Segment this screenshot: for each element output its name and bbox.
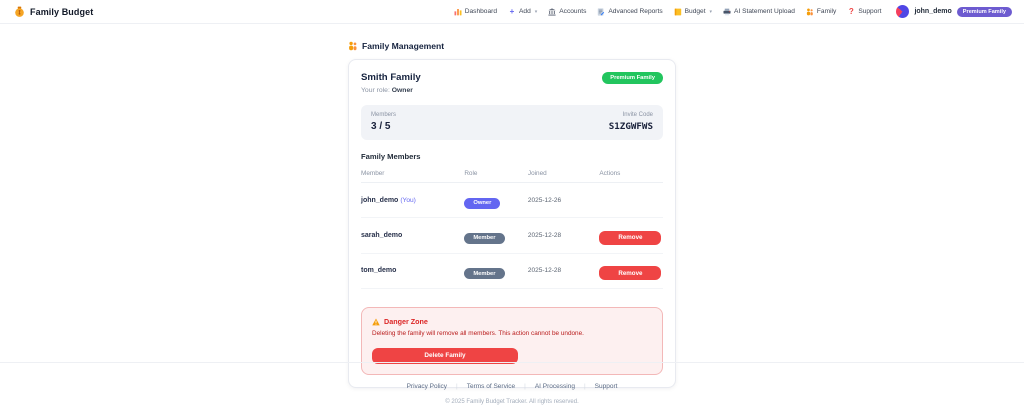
role-badge: Member bbox=[464, 232, 505, 244]
nav-item-label: Dashboard bbox=[464, 8, 497, 15]
member-name: tom_demo bbox=[361, 267, 397, 275]
app-header: Family Budget Dashboard + Add ▾ Accounts Adva… bbox=[0, 0, 1024, 24]
question-icon: ? bbox=[848, 6, 854, 16]
chevron-down-icon: ▾ bbox=[709, 8, 713, 15]
premium-family-badge-card: Premium Family bbox=[602, 72, 663, 84]
brand[interactable]: Family Budget bbox=[14, 6, 93, 17]
col-header-joined: Joined bbox=[527, 170, 547, 177]
user-avatar bbox=[896, 5, 910, 18]
role-badge: Owner bbox=[464, 197, 501, 209]
money-bag-icon bbox=[14, 6, 25, 17]
user-menu[interactable]: john_demo Premium Family bbox=[896, 5, 1012, 18]
family-name: Smith Family bbox=[361, 72, 421, 83]
user-role-value: Owner bbox=[391, 87, 413, 94]
footer-separator: | bbox=[524, 383, 526, 390]
printer-icon bbox=[723, 8, 731, 16]
page-footer: Privacy Policy | Terms of Service | AI Proce… bbox=[0, 362, 1024, 405]
remove-member-button[interactable]: Remove bbox=[599, 266, 662, 280]
member-name: john_demo (You) bbox=[361, 196, 416, 204]
footer-link-terms-of-service[interactable]: Terms of Service bbox=[466, 383, 516, 390]
footer-link-ai-processing[interactable]: AI Processing bbox=[534, 383, 575, 390]
role-badge: Member bbox=[464, 268, 505, 280]
danger-zone-title: Danger Zone bbox=[384, 317, 428, 326]
memo-icon bbox=[597, 7, 605, 16]
nav-item-label: Budget bbox=[684, 8, 706, 15]
members-stat: Members 3 / 5 bbox=[371, 112, 397, 132]
chevron-down-icon: ▾ bbox=[534, 8, 538, 15]
premium-family-badge: Premium Family bbox=[956, 6, 1012, 17]
ledger-icon bbox=[674, 8, 682, 16]
delete-family-button[interactable]: Delete Family bbox=[372, 347, 518, 364]
nav-item-support[interactable]: ? Support bbox=[847, 6, 882, 16]
nav-item-label: Support bbox=[858, 8, 882, 15]
family-members-heading: Family Members bbox=[361, 152, 421, 161]
you-indicator: (You) bbox=[400, 196, 416, 204]
nav-item-label: Family bbox=[816, 8, 837, 15]
chart-icon bbox=[454, 8, 462, 16]
joined-date: 2025-12-26 bbox=[527, 196, 562, 204]
member-row-tom-demo: tom_demo Member 2025-12-28 Remove bbox=[361, 254, 663, 289]
nav-item-label: AI Statement Upload bbox=[734, 8, 795, 15]
nav-item-ai-statement-upload[interactable]: AI Statement Upload bbox=[723, 8, 795, 16]
member-row-john-demo: john_demo (You) Owner 2025-12-26 bbox=[361, 183, 663, 218]
family-stats-box: Members 3 / 5 Invite Code S1ZGWFWS bbox=[361, 105, 663, 140]
col-header-actions: Actions bbox=[599, 170, 621, 177]
col-header-member: Member bbox=[361, 170, 385, 177]
joined-date: 2025-12-28 bbox=[527, 267, 562, 275]
invite-code-stat: Invite Code S1ZGWFWS bbox=[608, 112, 653, 132]
danger-zone-description: Deleting the family will remove all memb… bbox=[372, 330, 584, 337]
plus-icon: + bbox=[509, 6, 515, 16]
footer-separator: | bbox=[456, 383, 458, 390]
member-name: sarah_demo bbox=[361, 231, 403, 239]
col-header-role: Role bbox=[464, 170, 478, 177]
nav-item-family[interactable]: Family bbox=[806, 8, 836, 16]
main-content: Family Management Smith Family Your role… bbox=[348, 41, 676, 388]
user-name: john_demo bbox=[914, 8, 952, 15]
page-title: Family Management bbox=[348, 41, 676, 51]
remove-member-button[interactable]: Remove bbox=[599, 230, 662, 245]
footer-links: Privacy Policy | Terms of Service | AI Proce… bbox=[407, 383, 618, 390]
footer-link-support[interactable]: Support bbox=[594, 383, 618, 390]
user-role-line: Your role: Owner bbox=[361, 87, 413, 94]
app-title: Family Budget bbox=[30, 6, 94, 17]
nav-item-budget[interactable]: Budget ▾ bbox=[674, 8, 712, 16]
members-table-body: john_demo (You) Owner 2025-12-26 sarah_demo M… bbox=[361, 183, 663, 289]
family-icon bbox=[806, 8, 814, 16]
family-management-card: Smith Family Your role: Owner Premium Fa… bbox=[348, 59, 676, 388]
members-table-header: Member Role Joined Actions bbox=[361, 165, 663, 183]
footer-link-privacy-policy[interactable]: Privacy Policy bbox=[406, 383, 448, 390]
main-nav: Dashboard + Add ▾ Accounts Advanced Reports Bu… bbox=[454, 6, 882, 16]
nav-item-advanced-reports[interactable]: Advanced Reports bbox=[597, 7, 663, 16]
nav-item-add[interactable]: + Add ▾ bbox=[508, 6, 538, 16]
footer-separator: | bbox=[583, 383, 586, 390]
nav-item-accounts[interactable]: Accounts bbox=[548, 7, 587, 16]
nav-item-label: Add bbox=[519, 8, 531, 15]
danger-zone: Danger Zone Deleting the family will rem… bbox=[361, 307, 663, 375]
warning-icon bbox=[372, 317, 380, 326]
nav-item-dashboard[interactable]: Dashboard bbox=[454, 8, 497, 16]
nav-item-label: Accounts bbox=[559, 8, 587, 15]
joined-date: 2025-12-28 bbox=[527, 231, 562, 239]
invite-code-value: S1ZGWFWS bbox=[608, 121, 653, 132]
nav-item-label: Advanced Reports bbox=[608, 8, 663, 15]
family-icon bbox=[348, 41, 358, 51]
member-row-sarah-demo: sarah_demo Member 2025-12-28 Remove bbox=[361, 218, 663, 254]
members-count: 3 / 5 bbox=[371, 121, 391, 132]
bank-icon bbox=[548, 7, 556, 16]
